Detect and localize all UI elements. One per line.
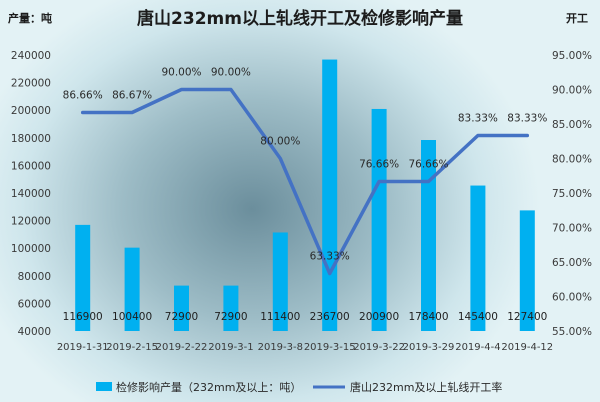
- left-y-tick-label: 40000: [18, 326, 51, 338]
- bar-series: 116900 100400 72900 72900 111400 236700 200900…: [63, 59, 547, 331]
- line-data-label: 80.00%: [260, 136, 300, 148]
- bar-data-label: 127400: [507, 311, 547, 323]
- line-data-label: 83.33%: [458, 113, 498, 125]
- line-data-label: 63.33%: [310, 251, 350, 263]
- legend: 检修影响产量（232mm及以上：吨） 唐山232mm及以上轧线开工率: [96, 380, 502, 394]
- bar-data-label: 111400: [260, 311, 300, 323]
- x-tick-label: 2019-3-29: [403, 342, 455, 353]
- left-y-tick-label: 140000: [11, 188, 51, 200]
- x-tick-label: 2019-4-4: [455, 342, 500, 353]
- line-series: 86.66% 86.67% 90.00% 90.00% 80.00% 63.33% 76.6…: [63, 67, 547, 276]
- bar-data-label: 100400: [112, 311, 152, 323]
- bar-data-label: 116900: [63, 311, 103, 323]
- x-tick-label: 2019-2-22: [156, 342, 208, 353]
- line-data-label: 76.66%: [359, 159, 399, 171]
- line-data-label: 83.33%: [507, 113, 547, 125]
- left-y-tick-label: 100000: [11, 243, 51, 255]
- right-y-tick-label: 90.00%: [552, 85, 592, 97]
- line-data-label: 76.66%: [408, 159, 448, 171]
- right-y-tick-label: 55.00%: [552, 326, 592, 338]
- legend-bar-label: 检修影响产量（232mm及以上：吨）: [116, 380, 301, 394]
- right-y-tick-label: 80.00%: [552, 154, 592, 166]
- line-data-label: 86.66%: [63, 90, 103, 102]
- bar-data-label: 200900: [359, 311, 399, 323]
- bar: [322, 59, 338, 331]
- left-y-tick-label: 180000: [11, 133, 51, 145]
- legend-bar-swatch: [96, 382, 112, 391]
- legend-line-label: 唐山232mm及以上轧线开工率: [350, 380, 502, 394]
- bar: [75, 224, 91, 331]
- bar: [470, 185, 486, 331]
- x-tick-label: 2019-3-8: [258, 342, 303, 353]
- left-y-tick-label: 80000: [18, 271, 51, 283]
- line-data-label: 86.67%: [112, 89, 152, 101]
- right-y-tick-label: 75.00%: [552, 188, 592, 200]
- bar-data-label: 72900: [214, 311, 247, 323]
- x-tick-label: 2019-1-31: [57, 342, 109, 353]
- bar: [272, 232, 288, 331]
- line-data-label: 90.00%: [161, 67, 201, 79]
- x-tick-label: 2019-3-22: [353, 342, 405, 353]
- left-y-tick-label: 60000: [18, 298, 51, 310]
- line-data-label: 90.00%: [211, 67, 251, 79]
- rate-line: [80, 87, 530, 276]
- x-tick-label: 2019-2-15: [106, 342, 158, 353]
- bar: [421, 140, 436, 331]
- x-tick-label: 2019-3-1: [208, 342, 253, 353]
- left-y-tick-label: 220000: [11, 78, 51, 90]
- right-y-tick-label: 70.00%: [552, 223, 592, 235]
- left-y-tick-label: 120000: [11, 216, 51, 228]
- bar-data-label: 236700: [310, 311, 350, 323]
- left-y-tick-label: 240000: [11, 50, 51, 62]
- left-y-tick-label: 200000: [11, 105, 51, 117]
- bar: [223, 285, 239, 331]
- bar-data-label: 72900: [165, 311, 198, 323]
- bar-data-label: 145400: [458, 311, 498, 323]
- x-tick-label: 2019-4-12: [501, 342, 553, 353]
- chart-title: 唐山232mm以上轧线开工及检修影响产量: [137, 8, 463, 29]
- left-y-axis: 40000 60000 80000 100000 120000 140000 160000 1…: [11, 50, 51, 338]
- right-y-tick-label: 65.00%: [552, 257, 592, 269]
- bar: [174, 285, 189, 331]
- x-tick-label: 2019-3-15: [304, 342, 356, 353]
- left-axis-unit: 产量：吨: [8, 11, 52, 25]
- right-y-axis: 55.00% 60.00% 65.00% 70.00% 75.00% 80.00% 85.0…: [552, 50, 592, 338]
- right-y-tick-label: 85.00%: [552, 119, 592, 131]
- bar: [124, 247, 140, 331]
- bar-data-label: 178400: [408, 311, 448, 323]
- bar: [519, 210, 535, 331]
- left-y-tick-label: 160000: [11, 160, 51, 172]
- right-y-tick-label: 95.00%: [552, 50, 592, 62]
- bar: [371, 108, 387, 331]
- right-axis-unit: 开工: [566, 12, 588, 25]
- right-y-tick-label: 60.00%: [552, 292, 592, 304]
